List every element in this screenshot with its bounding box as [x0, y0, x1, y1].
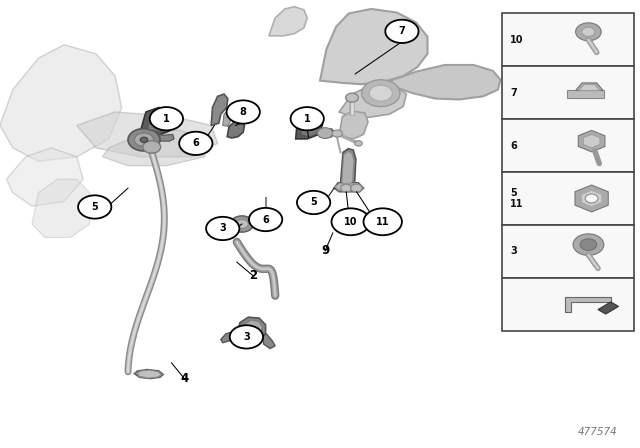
Text: 10: 10 [344, 217, 358, 227]
Circle shape [575, 23, 601, 41]
Circle shape [580, 239, 596, 250]
Polygon shape [6, 148, 83, 206]
Polygon shape [582, 190, 602, 207]
Text: 5: 5 [310, 198, 317, 207]
Polygon shape [211, 94, 228, 125]
Text: 1: 1 [163, 114, 170, 124]
Circle shape [364, 208, 402, 235]
Circle shape [230, 325, 263, 349]
Circle shape [206, 217, 239, 240]
FancyBboxPatch shape [502, 225, 634, 278]
Circle shape [340, 184, 352, 192]
FancyBboxPatch shape [502, 172, 634, 225]
Polygon shape [0, 45, 122, 161]
Circle shape [585, 194, 598, 203]
FancyBboxPatch shape [502, 278, 634, 331]
Polygon shape [579, 85, 600, 90]
FancyBboxPatch shape [502, 119, 634, 172]
Polygon shape [243, 320, 262, 337]
Circle shape [78, 195, 111, 219]
Polygon shape [261, 211, 273, 224]
Polygon shape [147, 110, 173, 132]
Circle shape [143, 141, 161, 153]
Text: 3: 3 [243, 332, 250, 342]
Circle shape [573, 234, 604, 255]
Polygon shape [579, 130, 605, 152]
Polygon shape [296, 113, 323, 139]
Circle shape [230, 216, 253, 232]
Circle shape [150, 107, 183, 130]
Polygon shape [320, 9, 428, 84]
Circle shape [236, 220, 248, 228]
Polygon shape [339, 85, 406, 117]
Circle shape [362, 80, 400, 107]
Text: 5: 5 [92, 202, 98, 212]
Polygon shape [32, 179, 90, 237]
Circle shape [369, 85, 392, 101]
Text: 4: 4 [180, 372, 188, 385]
Polygon shape [140, 108, 174, 135]
Text: 7: 7 [399, 26, 405, 36]
Text: 11: 11 [376, 217, 390, 227]
Circle shape [332, 208, 370, 235]
Circle shape [346, 93, 358, 102]
Polygon shape [237, 317, 266, 340]
Polygon shape [335, 184, 361, 190]
Circle shape [249, 208, 282, 231]
Circle shape [297, 191, 330, 214]
Polygon shape [227, 121, 244, 138]
Polygon shape [138, 370, 161, 378]
Polygon shape [342, 151, 354, 185]
Circle shape [317, 128, 333, 138]
Circle shape [291, 107, 324, 130]
Polygon shape [223, 111, 230, 126]
Text: 1: 1 [304, 114, 310, 124]
Polygon shape [340, 149, 356, 187]
Polygon shape [334, 183, 364, 192]
Circle shape [227, 100, 260, 124]
Polygon shape [390, 65, 500, 99]
Circle shape [128, 129, 160, 151]
Text: 8: 8 [240, 107, 246, 117]
Polygon shape [301, 116, 320, 137]
Text: 6: 6 [262, 215, 269, 224]
Polygon shape [567, 90, 604, 98]
Polygon shape [575, 185, 608, 212]
Text: 9: 9 [321, 244, 329, 258]
FancyBboxPatch shape [502, 66, 634, 119]
Circle shape [140, 137, 148, 142]
Circle shape [582, 27, 595, 36]
Polygon shape [575, 83, 603, 90]
Text: 6: 6 [510, 141, 517, 151]
Polygon shape [583, 134, 600, 148]
Circle shape [179, 132, 212, 155]
Polygon shape [598, 302, 618, 314]
Text: 10: 10 [510, 35, 524, 45]
Polygon shape [156, 134, 174, 141]
Polygon shape [339, 111, 368, 139]
Text: 6: 6 [193, 138, 199, 148]
Text: 5
11: 5 11 [510, 188, 524, 209]
Polygon shape [564, 297, 611, 312]
Text: 477574: 477574 [578, 427, 618, 437]
Polygon shape [77, 112, 218, 157]
Polygon shape [269, 7, 307, 36]
Circle shape [351, 184, 362, 192]
Polygon shape [320, 129, 334, 138]
Circle shape [332, 130, 342, 137]
Polygon shape [102, 130, 205, 166]
Text: 3: 3 [220, 224, 226, 233]
Circle shape [134, 133, 154, 146]
Text: 3: 3 [510, 246, 517, 256]
FancyBboxPatch shape [502, 13, 634, 66]
Circle shape [355, 141, 362, 146]
Polygon shape [262, 334, 275, 349]
Text: 7: 7 [510, 88, 517, 98]
Polygon shape [221, 332, 237, 343]
Circle shape [385, 20, 419, 43]
Polygon shape [134, 370, 163, 379]
Text: 2: 2 [249, 269, 257, 282]
